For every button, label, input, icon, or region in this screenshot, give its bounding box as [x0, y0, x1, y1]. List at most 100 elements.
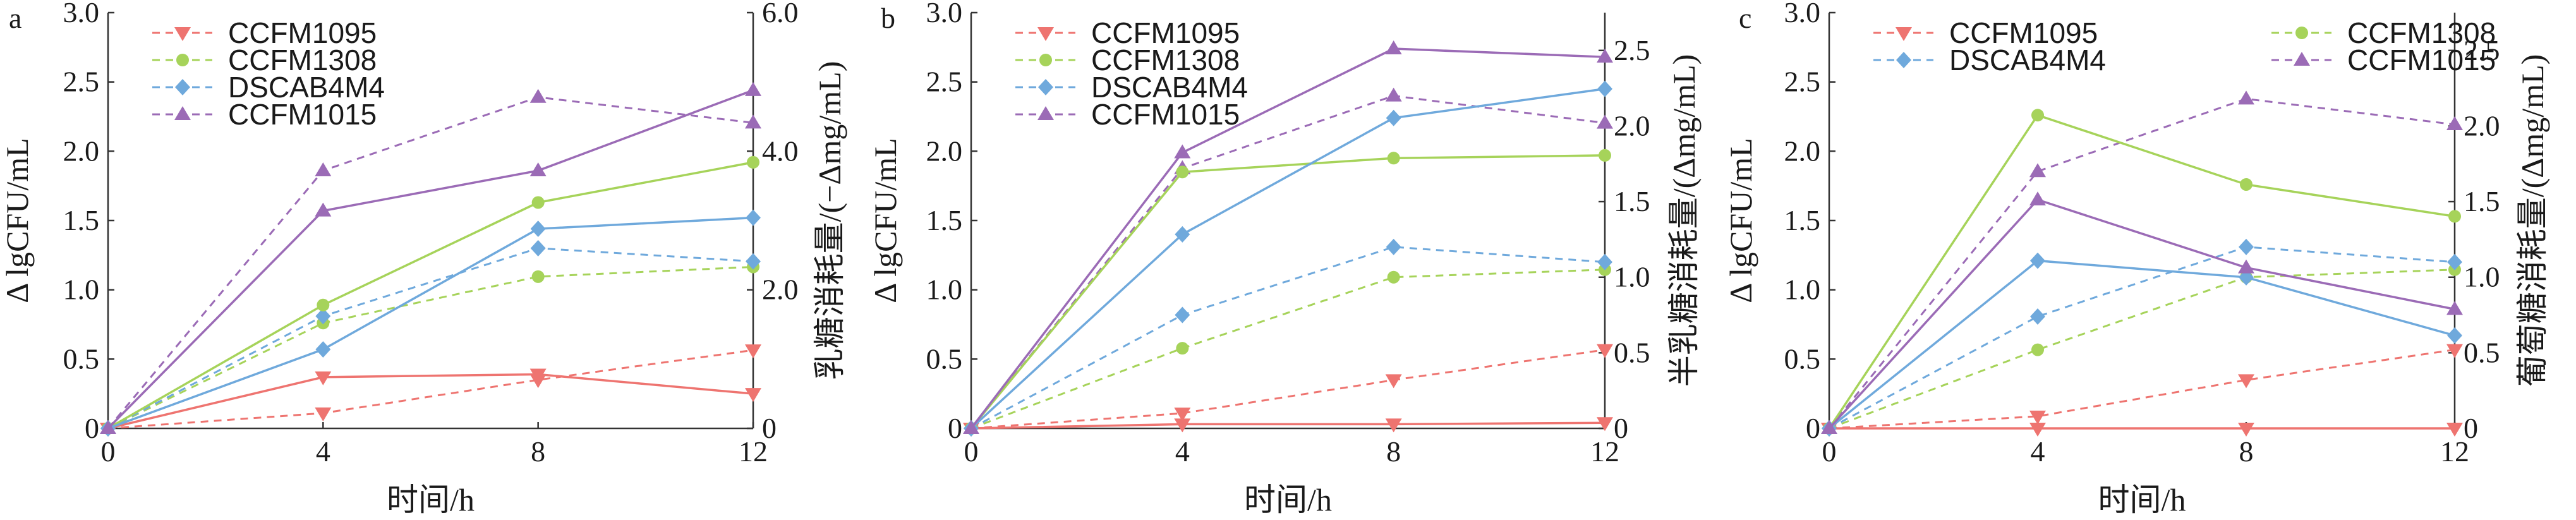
consumption-point-CCFM1095: [315, 407, 332, 421]
legend-marker: [1037, 27, 1054, 41]
legend-item-CCFM1308: CCFM1308: [1015, 44, 1240, 76]
consumption-point-DSCAB4M4: [746, 253, 761, 270]
growth-line-CCFM1308: [1828, 114, 2455, 429]
legend-label: DSCAB4M4: [1949, 44, 2106, 76]
right-axis-title: 葡萄糖消耗量/(Δmg/mL): [2515, 54, 2550, 387]
legend-label: CCFM1015: [1091, 98, 1240, 131]
x-axis-title: 时间/h: [387, 482, 475, 517]
right-tick-label: 0.5: [1614, 336, 1650, 368]
left-tick-label: 3.0: [926, 0, 963, 28]
left-axis-title: Δ lgCFU/mL: [0, 138, 35, 303]
legend-label: CCFM1308: [228, 44, 377, 76]
growth-point-CCFM1015: [2029, 191, 2046, 206]
left-tick-label: 2.0: [63, 135, 100, 167]
growth-point-DSCAB4M4: [2030, 252, 2045, 269]
consumption-point-CCFM1015: [745, 114, 761, 129]
right-tick-label: 1.5: [2464, 185, 2500, 217]
growth-line-CCFM1015: [970, 47, 1605, 430]
left-tick-label: 1.5: [63, 204, 100, 236]
consumption-point-CCFM1095: [2446, 344, 2463, 358]
legend-item-CCFM1095: CCFM1095: [152, 16, 377, 49]
legend-marker: [2295, 27, 2308, 39]
consumption-line-CCFM1308: [1829, 269, 2455, 430]
right-tick-label: 1.5: [1614, 185, 1650, 217]
consumption-point-CCFM1015: [1385, 87, 1402, 102]
growth-point-CCFM1015: [745, 82, 761, 96]
panel-letter: a: [9, 2, 21, 34]
growth-point-CCFM1308: [531, 196, 545, 209]
panel-a: a 0 0.5 1.0 1.5 2.0 2.5 3.0 0 2.0 4.0 6.0 0 4 8 12 时间/h Δ…: [0, 0, 847, 517]
growth-point-CCFM1308: [1387, 152, 1400, 165]
consumption-line-CCFM1308: [107, 265, 754, 430]
left-tick-label: 1.0: [1784, 274, 1821, 306]
left-tick-label: 3.0: [63, 0, 100, 28]
x-tick-label: 8: [531, 435, 545, 468]
consumption-point-DSCAB4M4: [2239, 238, 2254, 255]
legend-item-CCFM1095: CCFM1095: [1873, 16, 2098, 49]
growth-point-CCFM1015: [1385, 40, 1402, 55]
left-tick-label: 2.5: [63, 66, 100, 98]
growth-point-CCFM1308: [2448, 210, 2461, 223]
right-tick-label: 2.0: [2464, 109, 2500, 142]
consumption-point-DSCAB4M4: [2447, 253, 2462, 270]
consumption-point-DSCAB4M4: [1175, 306, 1190, 323]
growth-point-CCFM1095: [315, 371, 332, 385]
growth-point-CCFM1095: [2238, 423, 2254, 437]
legend-marker: [176, 54, 189, 66]
growth-point-CCFM1095: [2029, 423, 2046, 437]
right-tick-label: 0: [2464, 412, 2478, 444]
x-axis-title: 时间/h: [1244, 482, 1332, 517]
consumption-point-CCFM1015: [529, 88, 547, 103]
x-tick-label: 4: [316, 435, 330, 468]
legend-label: CCFM1095: [228, 16, 377, 49]
consumption-line-CCFM1015: [1828, 97, 2455, 429]
legend-marker: [175, 79, 190, 95]
panel-letter: c: [1739, 2, 1751, 34]
right-tick-label: 2.0: [1614, 109, 1650, 142]
legend-label: DSCAB4M4: [1091, 71, 1248, 104]
legend-item-CCFM1015: CCFM1015: [152, 98, 377, 131]
growth-point-DSCAB4M4: [315, 341, 331, 358]
right-tick-label: 1.0: [1614, 261, 1650, 293]
x-tick-label: 0: [964, 435, 979, 468]
legend-item-CCFM1308: CCFM1308: [152, 44, 377, 76]
left-tick-label: 2.0: [1784, 135, 1821, 167]
consumption-point-CCFM1095: [2029, 410, 2046, 425]
x-tick-label: 12: [2440, 435, 2469, 468]
right-tick-label: 6.0: [762, 0, 799, 28]
consumption-line-CCFM1015: [970, 95, 1605, 429]
consumption-point-CCFM1015: [2029, 163, 2046, 178]
growth-point-CCFM1095: [2446, 423, 2463, 437]
growth-point-DSCAB4M4: [1175, 226, 1190, 243]
legend-marker: [174, 106, 191, 120]
growth-line-DSCAB4M4: [107, 216, 754, 430]
growth-point-CCFM1015: [1821, 420, 1837, 434]
x-tick-label: 12: [739, 435, 768, 468]
consumption-point-CCFM1015: [315, 162, 332, 177]
consumption-point-CCFM1095: [2238, 374, 2254, 389]
consumption-point-CCFM1095: [1385, 374, 1402, 389]
x-tick-label: 8: [2239, 435, 2254, 468]
right-tick-label: 1.0: [2464, 261, 2500, 293]
x-axis-title: 时间/h: [2098, 482, 2186, 517]
left-tick-label: 0: [85, 412, 99, 444]
growth-point-CCFM1308: [1599, 148, 1611, 162]
left-axis-title: Δ lgCFU/mL: [1723, 138, 1758, 303]
left-tick-label: 2.0: [926, 135, 963, 167]
growth-line-CCFM1015: [107, 89, 754, 430]
left-tick-label: 2.5: [1784, 66, 1821, 98]
growth-point-CCFM1015: [100, 420, 116, 434]
legend-marker: [2294, 52, 2310, 66]
left-tick-label: 0.5: [1784, 342, 1821, 375]
legend-marker: [1037, 106, 1054, 120]
legend-label: CCFM1308: [1091, 44, 1240, 76]
legend-marker: [1896, 27, 1912, 41]
right-tick-label: 0.5: [2464, 336, 2500, 368]
legend-marker: [174, 27, 191, 41]
growth-point-CCFM1015: [529, 162, 547, 177]
legend-item-CCFM1015: CCFM1015: [1015, 98, 1240, 131]
growth-point-CCFM1015: [1174, 144, 1191, 159]
left-tick-label: 1.5: [926, 204, 963, 236]
consumption-line-CCFM1095: [107, 349, 754, 430]
consumption-point-DSCAB4M4: [2030, 308, 2045, 325]
